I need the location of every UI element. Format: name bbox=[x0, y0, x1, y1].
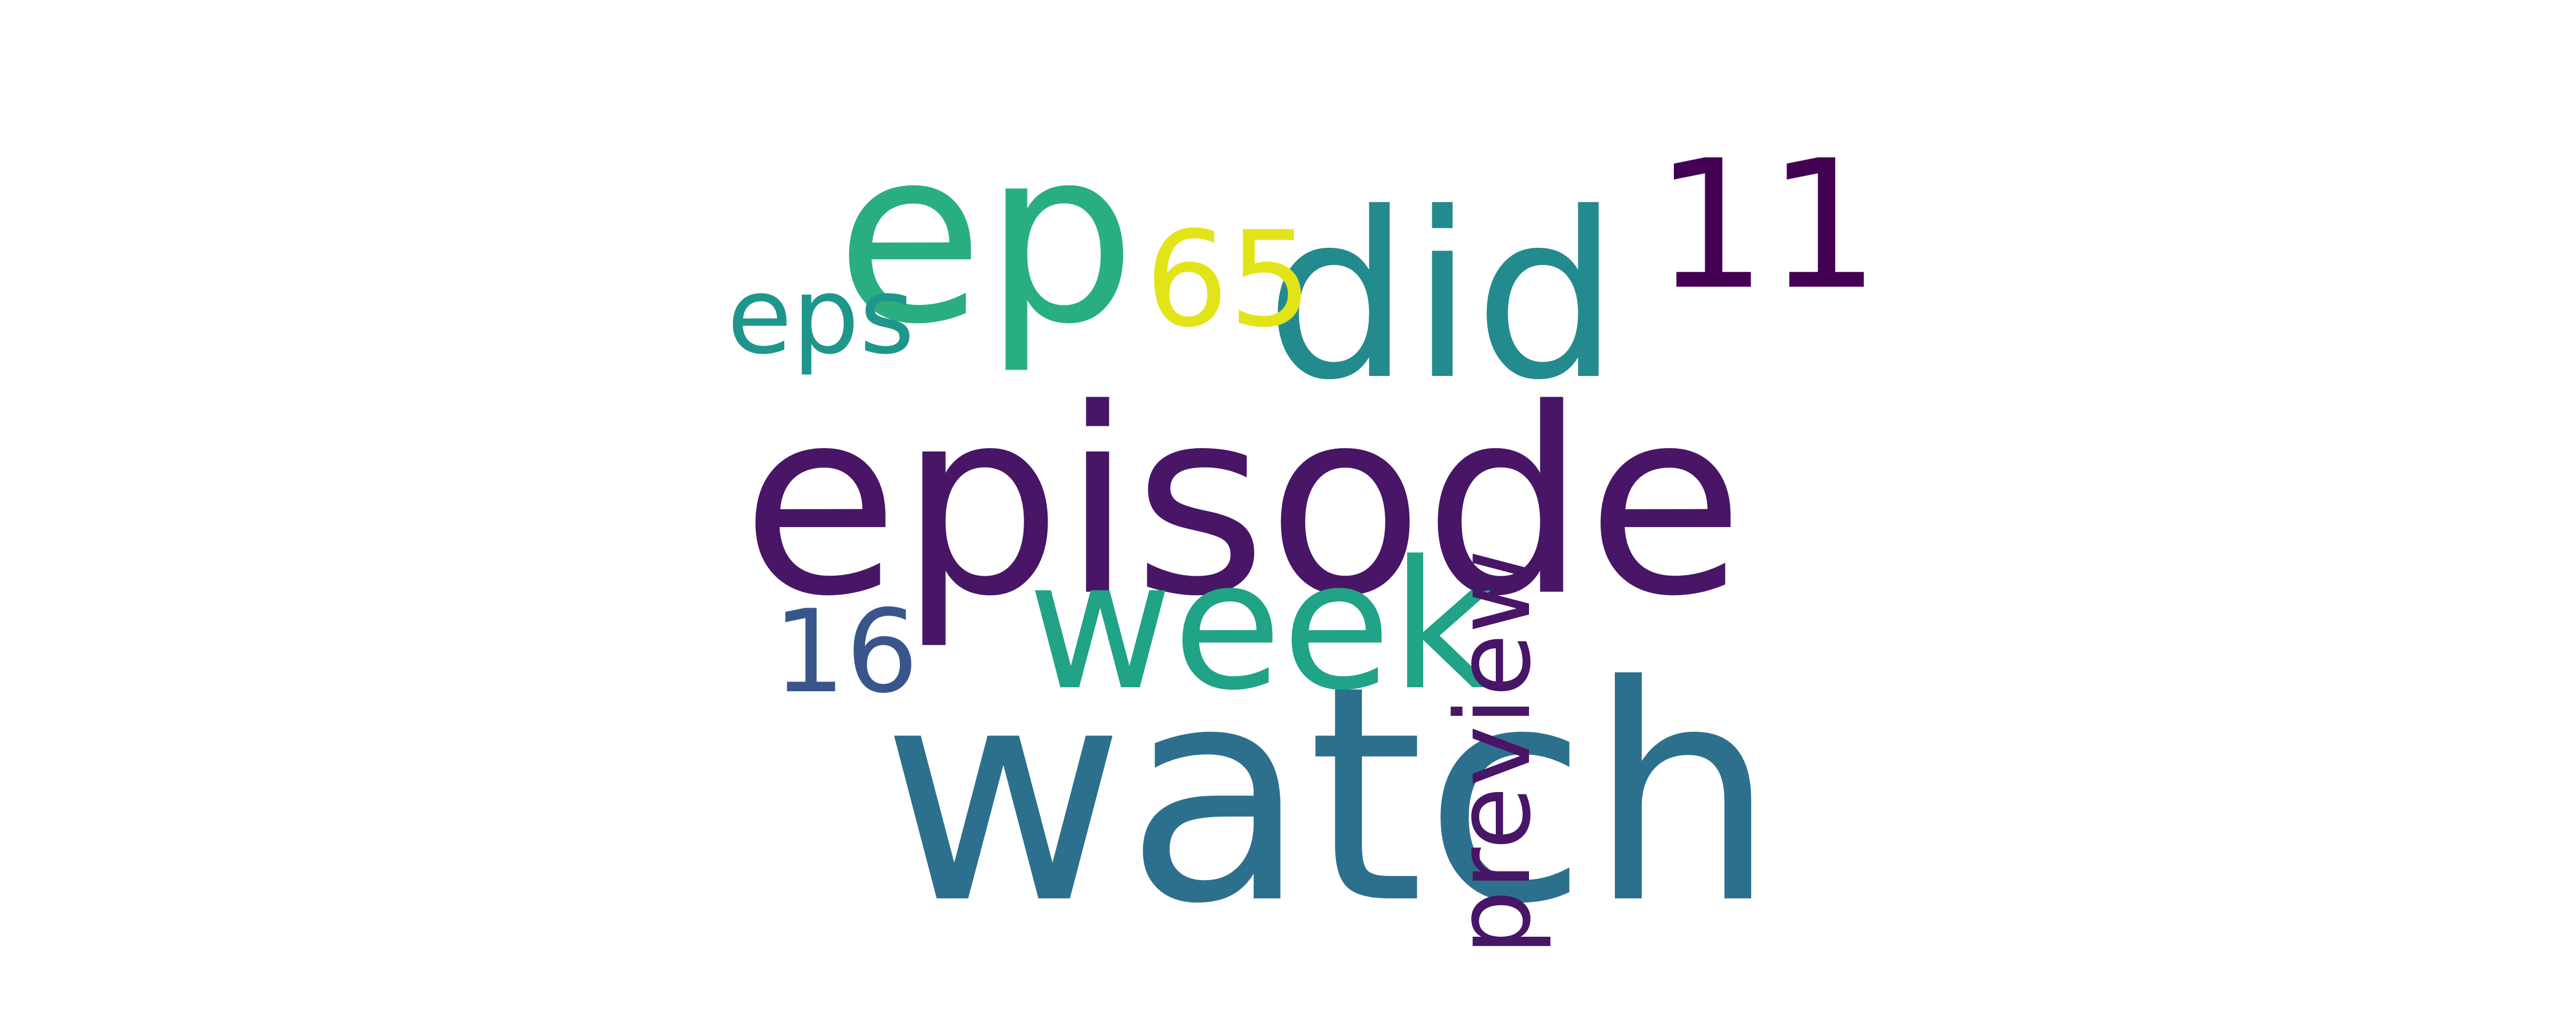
word-watch: watch bbox=[882, 622, 1777, 969]
word-eps: eps bbox=[727, 254, 915, 378]
word-11: 11 bbox=[1654, 122, 1880, 329]
word-ep: ep bbox=[836, 97, 1136, 377]
word-16: 16 bbox=[773, 585, 919, 719]
word-did: did bbox=[1265, 164, 1619, 430]
word-65: 65 bbox=[1145, 204, 1313, 356]
word-week: week bbox=[1028, 523, 1494, 730]
word-episode: episode bbox=[741, 354, 1744, 652]
word-preview: preview bbox=[1434, 549, 1554, 956]
